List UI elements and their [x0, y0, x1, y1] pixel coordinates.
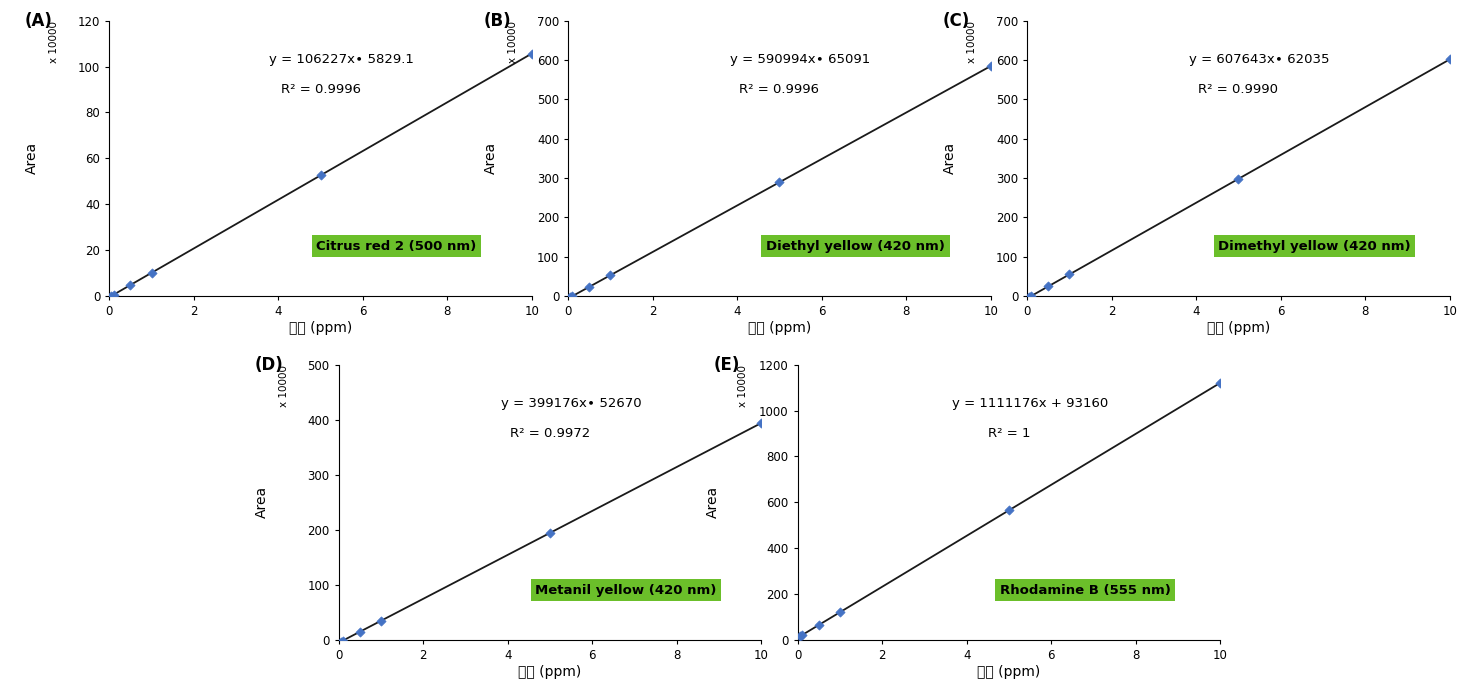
Point — [1020, 290, 1043, 301]
Point — [828, 607, 851, 618]
Point — [520, 48, 543, 59]
Text: x 10000: x 10000 — [508, 21, 519, 63]
X-axis label: 단위 (ppm): 단위 (ppm) — [978, 665, 1040, 678]
Text: x 10000: x 10000 — [737, 365, 747, 407]
X-axis label: 단위 (ppm): 단위 (ppm) — [747, 321, 812, 334]
Text: Diethyl yellow (420 nm): Diethyl yellow (420 nm) — [766, 240, 946, 252]
Point — [768, 177, 791, 188]
Text: R² = 1: R² = 1 — [988, 427, 1030, 440]
X-axis label: 단위 (ppm): 단위 (ppm) — [1206, 321, 1271, 334]
Point — [997, 505, 1020, 516]
X-axis label: 단위 (ppm): 단위 (ppm) — [519, 665, 581, 678]
Point — [1058, 269, 1081, 280]
Point — [561, 290, 584, 301]
Point — [979, 61, 1002, 72]
Point — [577, 281, 600, 292]
Text: R² = 0.9990: R² = 0.9990 — [1199, 83, 1278, 96]
Point — [369, 615, 392, 626]
Point — [1037, 281, 1061, 292]
Text: (B): (B) — [484, 12, 511, 30]
X-axis label: 단위 (ppm): 단위 (ppm) — [288, 321, 353, 334]
Point — [1208, 378, 1231, 389]
Point — [99, 290, 122, 301]
Text: y = 607643x∙ 62035: y = 607643x∙ 62035 — [1189, 53, 1330, 65]
Point — [309, 170, 332, 181]
Text: y = 106227x∙ 5829.1: y = 106227x∙ 5829.1 — [270, 53, 414, 65]
Text: x 10000: x 10000 — [50, 21, 60, 63]
Point — [140, 268, 163, 279]
Text: y = 1111176x + 93160: y = 1111176x + 93160 — [951, 397, 1109, 409]
Text: Metanil yellow (420 nm): Metanil yellow (420 nm) — [535, 584, 717, 596]
Y-axis label: Area: Area — [943, 142, 957, 174]
Text: (A): (A) — [25, 12, 52, 30]
Y-axis label: Area: Area — [484, 142, 498, 174]
Point — [599, 270, 622, 281]
Text: y = 590994x∙ 65091: y = 590994x∙ 65091 — [730, 53, 871, 65]
Text: (E): (E) — [714, 356, 740, 374]
Point — [329, 636, 353, 647]
Point — [1227, 173, 1250, 184]
Point — [102, 289, 125, 300]
Y-axis label: Area: Area — [25, 142, 39, 174]
Text: R² = 0.9996: R² = 0.9996 — [281, 83, 360, 96]
Text: Rhodamine B (555 nm): Rhodamine B (555 nm) — [1000, 584, 1170, 596]
Text: (D): (D) — [255, 356, 283, 374]
Text: R² = 0.9972: R² = 0.9972 — [510, 427, 590, 440]
Text: y = 399176x∙ 52670: y = 399176x∙ 52670 — [501, 397, 641, 409]
Point — [348, 626, 372, 637]
Point — [788, 631, 812, 642]
Text: (C): (C) — [943, 12, 970, 30]
Text: x 10000: x 10000 — [278, 365, 288, 407]
Point — [790, 630, 813, 641]
Point — [538, 528, 561, 539]
Text: x 10000: x 10000 — [967, 21, 978, 63]
Point — [1438, 54, 1457, 65]
Y-axis label: Area: Area — [707, 486, 720, 518]
Text: Citrus red 2 (500 nm): Citrus red 2 (500 nm) — [316, 240, 476, 252]
Point — [1017, 292, 1040, 303]
Point — [807, 619, 830, 630]
Y-axis label: Area: Area — [255, 486, 268, 518]
Text: R² = 0.9996: R² = 0.9996 — [740, 83, 819, 96]
Point — [749, 418, 772, 429]
Point — [558, 292, 581, 303]
Text: Dimethyl yellow (420 nm): Dimethyl yellow (420 nm) — [1218, 240, 1410, 252]
Point — [118, 279, 143, 290]
Point — [331, 635, 354, 646]
